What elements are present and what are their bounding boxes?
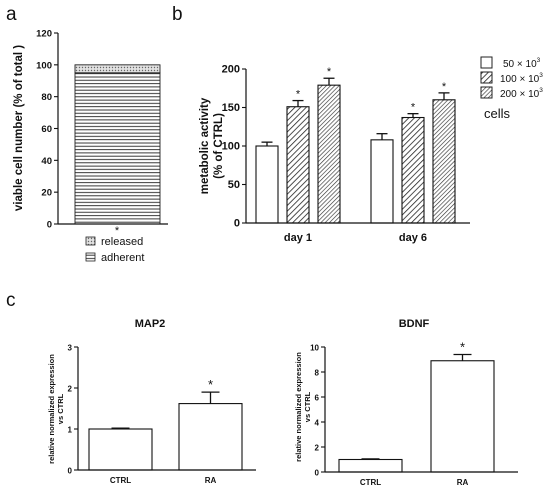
legend-a-released-label: released bbox=[101, 236, 143, 248]
chart-b-bar-2-2 bbox=[401, 116, 425, 224]
chart-c2-ytick-label: 0 bbox=[315, 469, 320, 478]
chart-c2-xtick-label: CTRL bbox=[360, 478, 381, 487]
chart-b-ylabel-line1: metabolic activity bbox=[199, 97, 211, 194]
chart-c2-ylabel-line2: vs CTRL bbox=[303, 391, 312, 422]
chart-c1-ytick-label: 1 bbox=[68, 426, 73, 435]
chart-c1: MAP2 relative normalized expression vs C… bbox=[47, 318, 256, 485]
chart-b-ytick-label: 150 bbox=[222, 102, 240, 114]
chart-a-ytick-label: 20 bbox=[41, 188, 52, 199]
chart-b-significance: * bbox=[411, 102, 416, 114]
chart-c1-title: MAP2 bbox=[135, 318, 166, 330]
chart-b-xtick-label: day 6 bbox=[399, 232, 427, 244]
chart-b-ytick-label: 0 bbox=[234, 218, 240, 230]
legend-b-title: cells bbox=[484, 106, 511, 121]
chart-c1-xtick-label: CTRL bbox=[110, 476, 131, 485]
chart-b-bar-1-2 bbox=[370, 139, 394, 224]
chart-a-ytick-label: 100 bbox=[36, 60, 52, 71]
chart-c1-bar-ra bbox=[178, 403, 243, 471]
panel-label-b: b bbox=[172, 4, 183, 25]
legend-b-series3-swatch bbox=[480, 86, 493, 99]
legend-b-series2-swatch bbox=[480, 71, 493, 84]
chart-c1-ytick-label: 2 bbox=[68, 385, 73, 394]
legend-b-series3-label: 200 × 103 bbox=[500, 87, 543, 100]
chart-c2-ytick-label: 2 bbox=[315, 444, 320, 453]
chart-c2-significance: * bbox=[460, 340, 465, 355]
chart-c1-ylabel-line1: relative normalized expression bbox=[47, 354, 56, 464]
chart-c2-ytick-label: 10 bbox=[310, 344, 319, 353]
chart-b: metabolic activity (% of CTRL) 0 50 100 150… bbox=[199, 56, 543, 244]
chart-b-ytick-label: 200 bbox=[222, 64, 240, 76]
chart-a-ytick-label: 60 bbox=[41, 124, 52, 135]
chart-c1-ylabel-line2: vs CTRL bbox=[56, 393, 65, 424]
chart-a-ytick-label: 40 bbox=[41, 156, 52, 167]
chart-b-bar-3-2 bbox=[432, 99, 456, 224]
chart-c2-ytick-label: 8 bbox=[315, 369, 320, 378]
panel-label-a: a bbox=[6, 4, 17, 25]
chart-b-bar-1-1 bbox=[255, 145, 279, 224]
chart-c2-xtick-label: RA bbox=[457, 478, 469, 487]
chart-b-significance: * bbox=[442, 81, 447, 93]
chart-c2-title: BDNF bbox=[399, 318, 430, 330]
panel-label-c: c bbox=[6, 290, 16, 311]
chart-b-ytick-label: 100 bbox=[222, 141, 240, 153]
chart-c1-bar-ctrl bbox=[88, 428, 153, 471]
chart-a-bar-released bbox=[74, 64, 161, 74]
chart-b-significance: * bbox=[327, 66, 332, 78]
chart-c2-bar-ctrl bbox=[338, 458, 403, 473]
chart-a-x-tick-mark: * bbox=[115, 225, 120, 237]
legend-b-series1-swatch bbox=[480, 56, 493, 69]
chart-c2: BDNF relative normalized expression vs C… bbox=[294, 318, 518, 487]
chart-c2-ytick-label: 4 bbox=[315, 419, 320, 428]
chart-c2-ytick-label: 6 bbox=[315, 394, 320, 403]
chart-c2-ylabel-line1: relative normalized expression bbox=[294, 352, 303, 462]
chart-a-ytick-label: 0 bbox=[47, 220, 52, 231]
chart-b-bar-2-1 bbox=[286, 106, 310, 224]
chart-c1-significance: * bbox=[208, 377, 213, 392]
chart-b-ytick-label: 50 bbox=[228, 179, 240, 191]
legend-a-released-swatch bbox=[85, 236, 96, 246]
chart-c1-xtick-label: RA bbox=[205, 476, 217, 485]
chart-a-bar-adherent bbox=[74, 72, 161, 225]
chart-c2-bar-ra bbox=[430, 360, 495, 473]
chart-a-ylabel: viable cell number (% of total ) bbox=[13, 45, 25, 211]
chart-b-significance: * bbox=[296, 89, 301, 101]
chart-a: viable cell number (% of total ) 0 20 40 60… bbox=[13, 29, 168, 264]
legend-a-adherent-swatch bbox=[85, 252, 96, 262]
chart-b-bar-3-1 bbox=[317, 84, 341, 224]
chart-c1-ytick-label: 0 bbox=[68, 467, 73, 476]
chart-b-ylabel-line2: (% of CTRL) bbox=[213, 113, 225, 179]
chart-b-xtick-label: day 1 bbox=[284, 232, 312, 244]
legend-a-adherent-label: adherent bbox=[101, 252, 144, 264]
chart-c1-ytick-label: 3 bbox=[68, 344, 73, 353]
chart-a-ytick-label: 80 bbox=[41, 92, 52, 103]
chart-a-ytick-label: 120 bbox=[36, 29, 52, 40]
legend-b-series1-label: 50 × 103 bbox=[503, 57, 541, 70]
legend-b-series2-label: 100 × 103 bbox=[500, 72, 543, 85]
